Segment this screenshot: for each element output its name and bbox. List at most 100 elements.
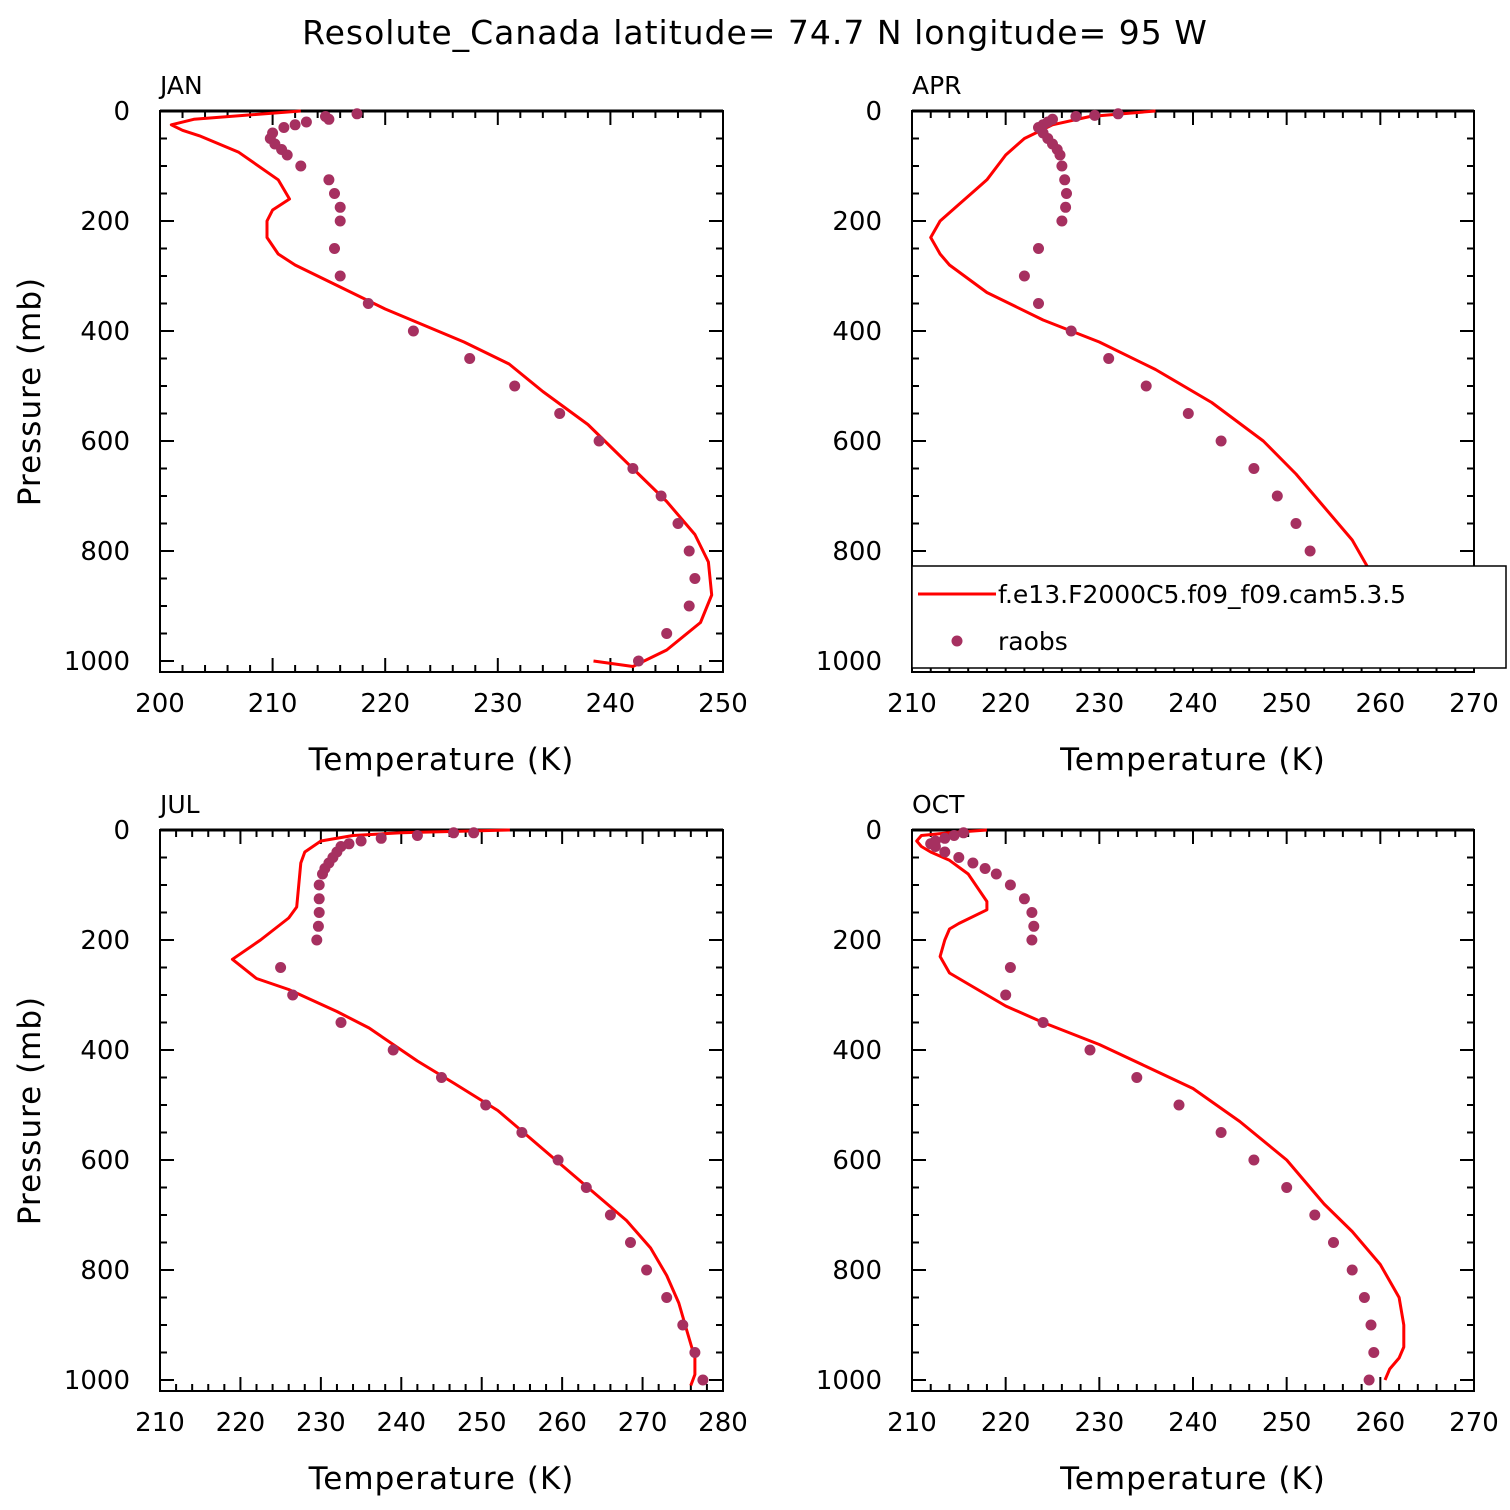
x-tick-label: 270 [1449, 689, 1499, 719]
obs-point [1000, 989, 1012, 1001]
obs-point [683, 545, 695, 557]
obs-point [1365, 1319, 1377, 1331]
x-tick-label: 240 [586, 689, 636, 719]
obs-point [351, 108, 363, 120]
x-tick-label: 280 [698, 1408, 748, 1438]
panel-jul: JUL 210 220 230 240 250 260 270 280 0 200 400 600 800… [12, 790, 748, 1497]
obs-point [1065, 325, 1077, 337]
y-tick-label: 400 [80, 1036, 130, 1066]
obs-point [313, 879, 325, 891]
y-tick-label: 600 [832, 1146, 882, 1176]
obs-point [625, 1237, 636, 1248]
obs-point [1026, 907, 1038, 918]
obs-point [1131, 1072, 1143, 1083]
y-tick-label: 400 [832, 1036, 882, 1066]
obs-point [1304, 545, 1316, 557]
obs-point [362, 298, 374, 309]
obs-point [672, 518, 684, 529]
y-tick-label: 200 [80, 207, 130, 237]
obs-point [683, 600, 695, 612]
obs-point [407, 325, 419, 337]
plot-frame [159, 110, 724, 673]
obs-point [1056, 160, 1068, 172]
obs-point [979, 863, 991, 874]
y-tick-label: 400 [80, 317, 130, 347]
x-tick-label: 210 [135, 1408, 185, 1438]
obs-point [1346, 1264, 1358, 1276]
x-axis-title: Temperature (K) [1059, 1461, 1326, 1497]
obs-point [939, 846, 951, 858]
x-axis-title: Temperature (K) [1059, 742, 1326, 778]
obs-point [300, 116, 312, 128]
obs-point [661, 628, 673, 639]
obs-point [355, 835, 367, 847]
y-tick-label: 800 [832, 537, 882, 567]
panel-apr: APR 210 220 230 240 250 260 270 0 200 400 600 800 100… [816, 71, 1507, 778]
x-tick-label: 210 [887, 1408, 937, 1438]
obs-point [1059, 174, 1071, 186]
panel-title: APR [912, 71, 962, 100]
obs-point [323, 174, 335, 186]
obs-point [1018, 893, 1030, 905]
obs-point [509, 380, 521, 392]
obs-point [311, 934, 323, 946]
obs-point [580, 1182, 592, 1193]
obs-point [1328, 1237, 1339, 1248]
panel-jan: JAN 200 210 220 230 240 250 0 200 400 600 800 1000 Te… [12, 71, 748, 778]
obs-point [275, 962, 287, 973]
obs-point [334, 215, 346, 227]
legend-model-label: f.e13.F2000C5.f09_f09.cam5.3.5 [998, 580, 1406, 609]
y-tick-label: 1000 [816, 647, 882, 677]
obs-point [1271, 490, 1283, 502]
obs-point [958, 827, 969, 839]
y-tick-label: 200 [832, 207, 882, 237]
obs-point [289, 119, 301, 131]
y-tick-label: 800 [80, 1256, 130, 1286]
y-axis-title: Pressure (mb) [12, 996, 48, 1225]
obs-point [317, 868, 328, 880]
obs-point [939, 832, 951, 844]
obs-point [689, 573, 701, 584]
obs-point [990, 868, 1002, 880]
obs-point [1033, 243, 1044, 254]
y-tick-label: 200 [832, 926, 882, 956]
x-tick-label: 230 [296, 1408, 346, 1438]
y-tick-label: 200 [80, 926, 130, 956]
y-tick-label: 800 [80, 537, 130, 567]
obs-point [448, 827, 460, 839]
panels: JAN 200 210 220 230 240 250 0 200 400 600 800 1000 Te… [12, 71, 1507, 1497]
obs-point [387, 1044, 399, 1056]
x-tick-label: 240 [1168, 689, 1218, 719]
x-tick-label: 220 [360, 689, 410, 719]
x-tick-label: 250 [1262, 689, 1312, 719]
panel-oct: OCT 210 220 230 240 250 260 270 0 200 400 600 800 100… [816, 790, 1499, 1497]
y-tick-label: 0 [113, 97, 130, 127]
obs-point [1290, 518, 1302, 529]
obs-point [1363, 1374, 1375, 1386]
obs-point [593, 435, 605, 447]
obs-point [334, 270, 346, 282]
x-tick-label: 200 [135, 689, 185, 719]
x-tick-label: 220 [981, 1408, 1031, 1438]
obs-point [287, 989, 299, 1001]
y-tick-label: 600 [80, 427, 130, 457]
obs-point [1140, 380, 1152, 392]
obs-point [967, 857, 979, 869]
x-tick-label: 230 [473, 689, 523, 719]
obs-point [1018, 270, 1030, 282]
x-tick-label: 260 [1356, 1408, 1406, 1438]
obs-point [313, 893, 325, 905]
obs-point [1182, 408, 1194, 419]
panel-title: OCT [912, 790, 965, 819]
obs-point [655, 490, 667, 502]
obs-point [464, 353, 476, 364]
obs-point [552, 1154, 564, 1166]
obs-point [1281, 1182, 1293, 1193]
obs-point [1215, 1127, 1227, 1138]
series-line-model [230, 828, 697, 1387]
plot-frame [911, 829, 1475, 1392]
obs-point [1028, 920, 1040, 932]
obs-point [661, 1292, 673, 1303]
obs-point [641, 1264, 653, 1276]
